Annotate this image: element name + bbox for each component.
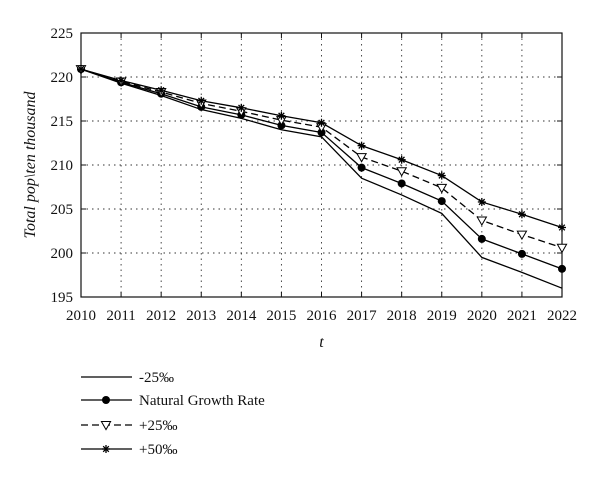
x-tick-label: 2019 bbox=[427, 308, 457, 324]
x-tick-label: 2021 bbox=[507, 308, 537, 324]
y-tick-label: 220 bbox=[51, 70, 74, 86]
data-point-series-1 bbox=[477, 234, 486, 243]
legend-label: -25‰ bbox=[139, 370, 174, 386]
data-point-series-2 bbox=[516, 230, 528, 241]
y-tick-label: 210 bbox=[51, 158, 74, 174]
x-tick-label: 2010 bbox=[66, 308, 96, 324]
x-tick-label: 2017 bbox=[347, 308, 378, 324]
data-point-series-1 bbox=[357, 163, 366, 172]
y-axis-title: Total pop\ten thousand bbox=[22, 91, 39, 239]
data-point-series-3 bbox=[437, 171, 446, 180]
x-tick-label: 2011 bbox=[106, 308, 135, 324]
legend-item-2: +25‰ bbox=[81, 418, 177, 434]
legend-item-0: -25‰ bbox=[81, 370, 174, 386]
data-point-series-3 bbox=[117, 76, 126, 85]
data-point-series-2 bbox=[476, 216, 488, 227]
data-point-series-1 bbox=[517, 249, 526, 258]
data-point-series-2 bbox=[396, 167, 408, 177]
x-axis-title: t bbox=[319, 334, 324, 351]
data-point-series-3 bbox=[517, 210, 526, 219]
data-point-series-3 bbox=[277, 111, 286, 120]
y-axis-ticks: 195 200 205 210 215 220 225 bbox=[51, 26, 562, 306]
data-point-series-1 bbox=[437, 197, 446, 206]
data-point-series-3 bbox=[317, 118, 326, 127]
series-lines bbox=[80, 68, 563, 289]
x-tick-label: 2015 bbox=[266, 308, 296, 324]
data-point-series-3 bbox=[197, 96, 206, 105]
x-tick-label: 2020 bbox=[467, 308, 497, 324]
data-point-series-3 bbox=[558, 223, 566, 232]
legend-label: +50‰ bbox=[139, 442, 177, 458]
legend-item-3: +50‰ bbox=[81, 442, 177, 458]
legend-label: +25‰ bbox=[139, 418, 177, 434]
x-tick-label: 2014 bbox=[226, 308, 257, 324]
data-point-series-3 bbox=[77, 65, 85, 74]
x-tick-label: 2012 bbox=[146, 308, 176, 324]
series-line-0 bbox=[80, 68, 563, 289]
data-point-series-2 bbox=[356, 153, 368, 163]
data-point-series-3 bbox=[357, 141, 366, 150]
legend: -25‰ Natural Growth Rate +25‰ +50‰ bbox=[81, 370, 265, 458]
data-point-series-2 bbox=[556, 243, 568, 254]
x-tick-label: 2016 bbox=[307, 308, 338, 324]
series-markers bbox=[75, 65, 568, 273]
x-tick-label: 2018 bbox=[387, 308, 417, 324]
y-tick-label: 205 bbox=[51, 202, 74, 218]
y-tick-label: 215 bbox=[51, 114, 74, 130]
data-point-series-3 bbox=[477, 197, 486, 206]
legend-item-1: Natural Growth Rate bbox=[81, 393, 265, 409]
y-tick-label: 195 bbox=[51, 290, 74, 306]
x-tick-label: 2013 bbox=[186, 308, 216, 324]
data-point-series-1 bbox=[558, 264, 566, 273]
y-tick-label: 225 bbox=[51, 26, 74, 42]
y-tick-label: 200 bbox=[51, 246, 74, 262]
x-axis-ticks: 2010 2011 2012 2013 2014 2015 2016 2017 2018 2019… bbox=[66, 33, 577, 324]
legend-label: Natural Growth Rate bbox=[139, 393, 265, 409]
legend-marker bbox=[102, 445, 110, 453]
data-point-series-1 bbox=[397, 179, 406, 188]
data-point-series-2 bbox=[436, 183, 448, 194]
data-point-series-3 bbox=[157, 86, 166, 95]
x-tick-label: 2022 bbox=[547, 308, 577, 324]
data-point-series-3 bbox=[237, 103, 246, 112]
legend-marker bbox=[100, 421, 112, 431]
data-point-series-3 bbox=[397, 155, 406, 164]
grid bbox=[81, 33, 562, 297]
legend-marker bbox=[102, 396, 110, 404]
